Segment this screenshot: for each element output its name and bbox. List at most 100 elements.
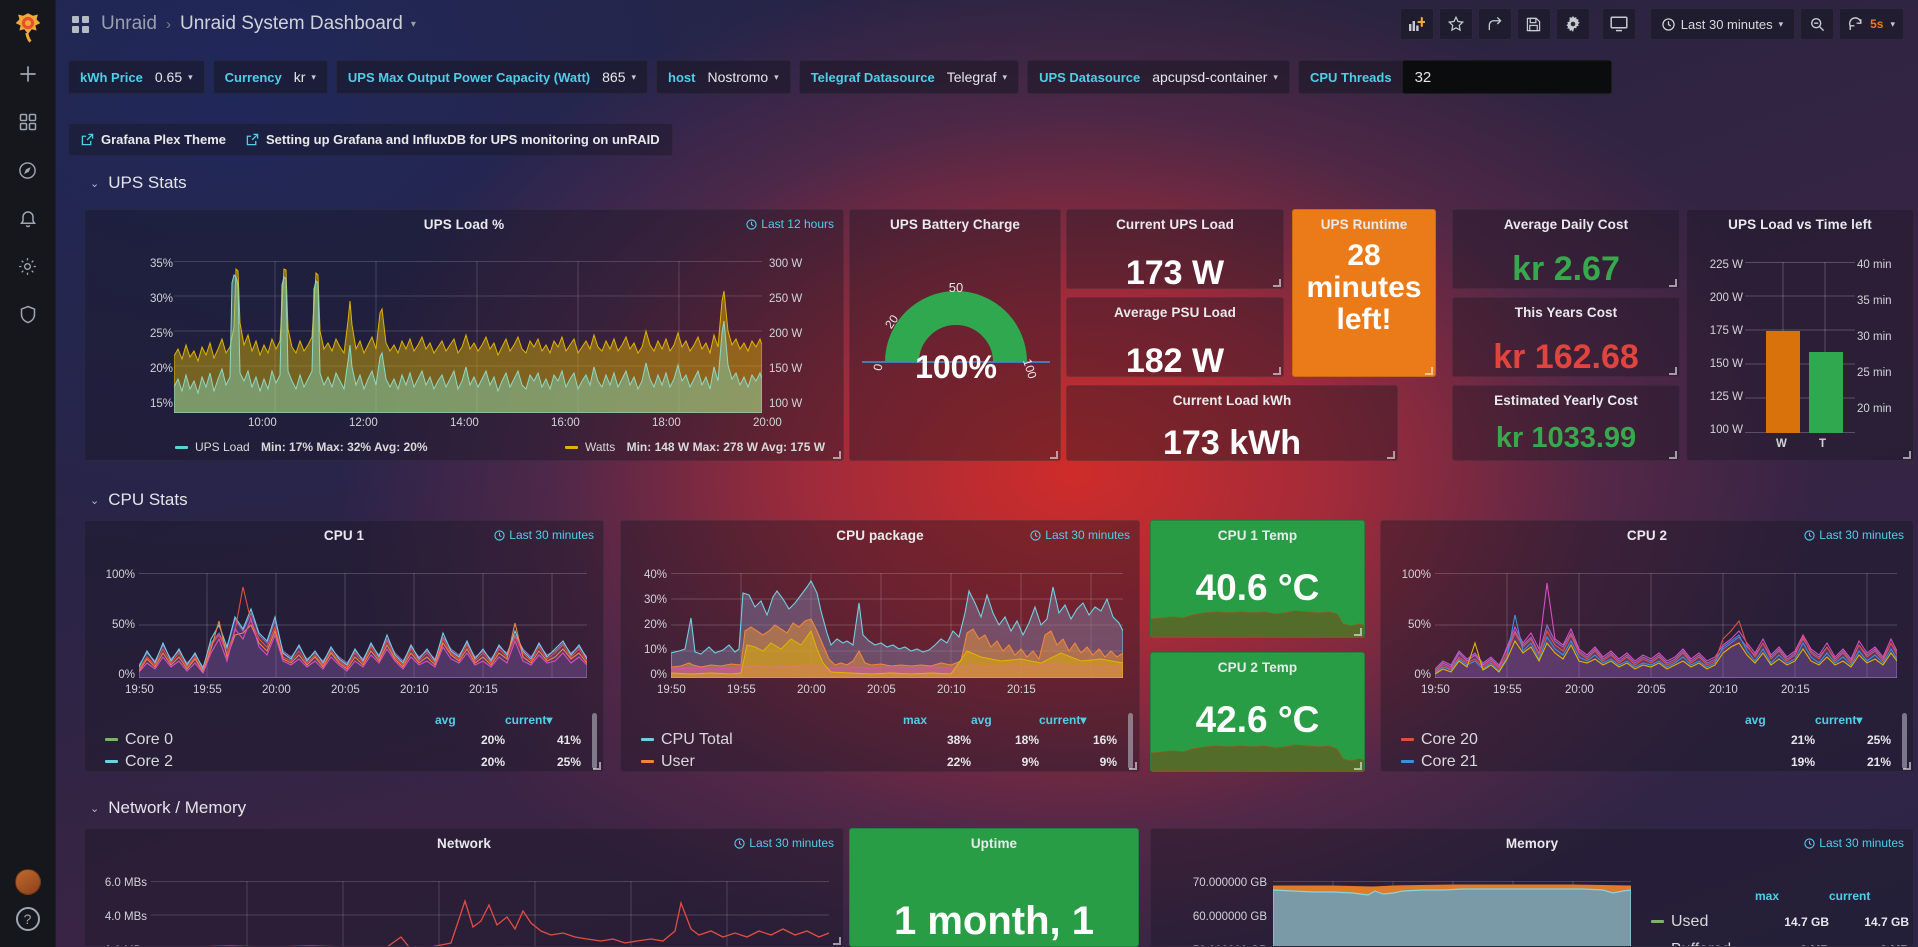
legend-item[interactable]: Watts Min: 148 W Max: 278 W Avg: 175 W [565,440,825,454]
row-network-memory[interactable]: ⌄ Network / Memory [90,798,246,818]
panel-resize-handle[interactable] [1273,367,1281,375]
panel-resize-handle[interactable] [1903,762,1911,770]
panel-estimated-yearly-cost[interactable]: Estimated Yearly Cost kr 1033.99 [1452,385,1680,461]
panel-resize-handle[interactable] [1354,628,1362,636]
panel-cpu-2-temp[interactable]: CPU 2 Temp 42.6 °C [1150,652,1365,772]
grafana-plex-theme-link[interactable]: Grafana Plex Theme [81,132,226,147]
settings-button[interactable] [1555,8,1590,40]
panel-average-psu-load[interactable]: Average PSU Load 182 W [1066,297,1284,377]
legend-item[interactable]: UPS Load Min: 17% Max: 32% Avg: 20% [175,440,428,454]
legend-column-header[interactable]: max [1755,889,1780,903]
time-range-picker[interactable]: Last 30 minutes ▾ [1649,8,1796,40]
legend-row[interactable]: Buffered 3 MB 3 MB [1651,933,1909,946]
panel-cpu-1-temp[interactable]: CPU 1 Temp 40.6 °C [1150,520,1365,638]
legend-row[interactable]: Core 21 19% 21% [1401,751,1891,771]
configuration-icon[interactable] [6,244,50,288]
explore-icon[interactable] [6,148,50,192]
grafana-logo-icon[interactable] [8,8,48,48]
cpu-threads-input[interactable]: 32 [1401,60,1612,94]
alerting-icon[interactable] [6,196,50,240]
panel-resize-handle[interactable] [1387,451,1395,459]
panel-this-years-cost[interactable]: This Years Cost kr 162.68 [1452,297,1680,377]
panel-resize-handle[interactable] [1273,279,1281,287]
add-panel-button[interactable] [1399,8,1434,40]
legend-scrollbar[interactable] [592,713,597,769]
legend-column-header[interactable]: current▾ [1815,713,1863,727]
panel-ups-load-vs-time-left[interactable]: UPS Load vs Time left 225 W 200 W 175 W … [1686,209,1914,461]
tv-button[interactable] [1601,8,1636,40]
page-title[interactable]: Unraid System Dashboard [179,13,403,34]
variable-host[interactable]: host Nostromo ▾ [656,60,791,94]
legend-row[interactable]: Core 0 20% 41% [105,729,581,751]
panel-resize-handle[interactable] [1669,279,1677,287]
panel-resize-handle[interactable] [1903,451,1911,459]
panel-resize-handle[interactable] [1129,762,1137,770]
panel-time-range[interactable]: Last 30 minutes [1030,528,1130,542]
dashboards-icon[interactable] [6,100,50,144]
share-button[interactable] [1477,8,1512,40]
panel-ups-battery-charge[interactable]: UPS Battery Charge 50 20 0 100 100% [849,209,1061,461]
legend-row[interactable]: Used 14.7 GB 14.7 GB [1651,905,1909,933]
help-icon[interactable]: ? [15,907,40,931]
panel-resize-handle[interactable] [1669,367,1677,375]
panel-resize-handle[interactable] [593,762,601,770]
panel-resize-handle[interactable] [1425,367,1433,375]
refresh-button[interactable]: 5s ▾ [1839,8,1904,40]
variable-kwh-price[interactable]: kWh Price 0.65 ▾ [68,60,205,94]
avatar[interactable] [14,869,41,895]
panel-network[interactable]: Network Last 30 minutes 6.0 MBs 4.0 MBs … [84,828,844,947]
x-tick: 20:15 [1781,684,1810,696]
panel-ups-load[interactable]: UPS Load % Last 12 hours Percent Watts 3… [84,209,844,461]
panel-time-range[interactable]: Last 30 minutes [494,528,594,542]
panel-cpu-package[interactable]: CPU package Last 30 minutes 40% 30% 20% … [620,520,1140,772]
panel-ups-runtime[interactable]: UPS Runtime 28 minutes left! [1292,209,1436,377]
variable-ups-datasource[interactable]: UPS Datasource apcupsd-container ▾ [1027,60,1290,94]
zoom-out-time-button[interactable] [1800,8,1835,40]
legend-column-header[interactable]: current▾ [1039,713,1087,727]
save-button[interactable] [1516,8,1551,40]
legend-scrollbar[interactable] [1902,713,1907,769]
variable-ups-max-output-power-capacity[interactable]: UPS Max Output Power Capacity (Watt) 865… [335,60,649,94]
panel-uptime[interactable]: Uptime 1 month, 1 [849,828,1139,947]
panel-time-range[interactable]: Last 30 minutes [734,836,834,850]
panel-time-range[interactable]: Last 12 hours [746,217,834,231]
ups-monitoring-guide-link[interactable]: Setting up Grafana and InfluxDB for UPS … [246,132,660,147]
chevron-down-icon[interactable]: ▾ [410,18,416,30]
panel-time-range[interactable]: Last 30 minutes [1804,836,1904,850]
variable-label: Currency [224,69,282,85]
panel-resize-handle[interactable] [1354,762,1362,770]
panel-resize-handle[interactable] [833,937,841,945]
legend-scrollbar[interactable] [1128,713,1133,769]
legend-column-header[interactable]: avg [1745,713,1766,727]
legend-row[interactable]: Core 2 20% 25% [105,751,581,771]
legend-column-header[interactable]: current▾ [505,713,553,727]
legend-column-header[interactable]: max [903,713,928,727]
legend-row[interactable]: CPU Total 38% 18% 16% [641,729,1117,751]
panel-average-daily-cost[interactable]: Average Daily Cost kr 2.67 [1452,209,1680,289]
panel-current-ups-load[interactable]: Current UPS Load 173 W [1066,209,1284,289]
panel-resize-handle[interactable] [1669,451,1677,459]
dashboard-grid-icon[interactable] [72,15,89,33]
panel-time-range[interactable]: Last 30 minutes [1804,528,1904,542]
breadcrumb-folder[interactable]: Unraid [101,13,157,34]
legend-column-header[interactable]: avg [971,713,992,727]
panel-title: Uptime [970,836,1018,851]
legend-row[interactable]: Core 20 21% 25% [1401,729,1891,751]
panel-resize-handle[interactable] [1050,451,1058,459]
panel-cpu-1[interactable]: CPU 1 Last 30 minutes 100% 50% 0% 19:50 … [84,520,604,772]
row-ups-stats[interactable]: ⌄ UPS Stats [90,173,187,193]
create-icon[interactable] [6,52,50,96]
legend-column-header[interactable]: avg [435,713,456,727]
variable-cpu-threads[interactable]: CPU Threads 32 [1297,60,1613,94]
row-cpu-stats[interactable]: ⌄ CPU Stats [90,490,188,510]
legend-row[interactable]: User 22% 9% 9% [641,751,1117,771]
panel-current-load-kwh[interactable]: Current Load kWh 173 kWh [1066,385,1398,461]
panel-cpu-2[interactable]: CPU 2 Last 30 minutes 100% 50% 0% 19:50 … [1380,520,1914,772]
star-button[interactable] [1438,8,1473,40]
variable-telegraf-datasource[interactable]: Telegraf Datasource Telegraf ▾ [798,60,1020,94]
variable-currency[interactable]: Currency kr ▾ [212,60,328,94]
panel-resize-handle[interactable] [833,451,841,459]
legend-column-header[interactable]: current [1829,889,1871,903]
shield-icon[interactable] [6,292,50,336]
panel-memory[interactable]: Memory Last 30 minutes 70.000000 GB 60.0… [1150,828,1914,947]
